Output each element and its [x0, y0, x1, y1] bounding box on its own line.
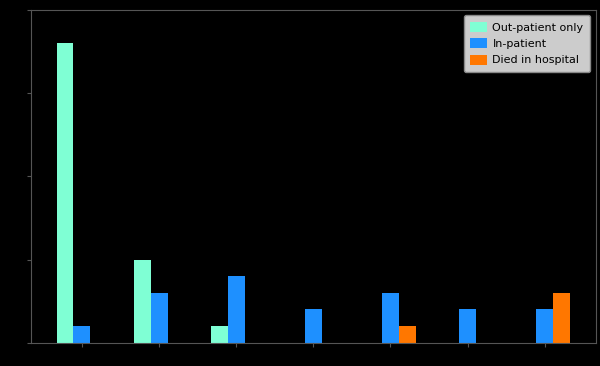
Legend: Out-patient only, In-patient, Died in hospital: Out-patient only, In-patient, Died in ho… [464, 15, 590, 72]
Bar [382, 293, 399, 343]
Bar [553, 293, 570, 343]
Bar [305, 310, 322, 343]
Bar [399, 326, 416, 343]
Bar [228, 276, 245, 343]
Bar [151, 293, 167, 343]
Bar [459, 310, 476, 343]
Bar [73, 326, 91, 343]
Bar [56, 43, 73, 343]
Bar [211, 326, 228, 343]
Bar [536, 310, 553, 343]
Bar [134, 259, 151, 343]
